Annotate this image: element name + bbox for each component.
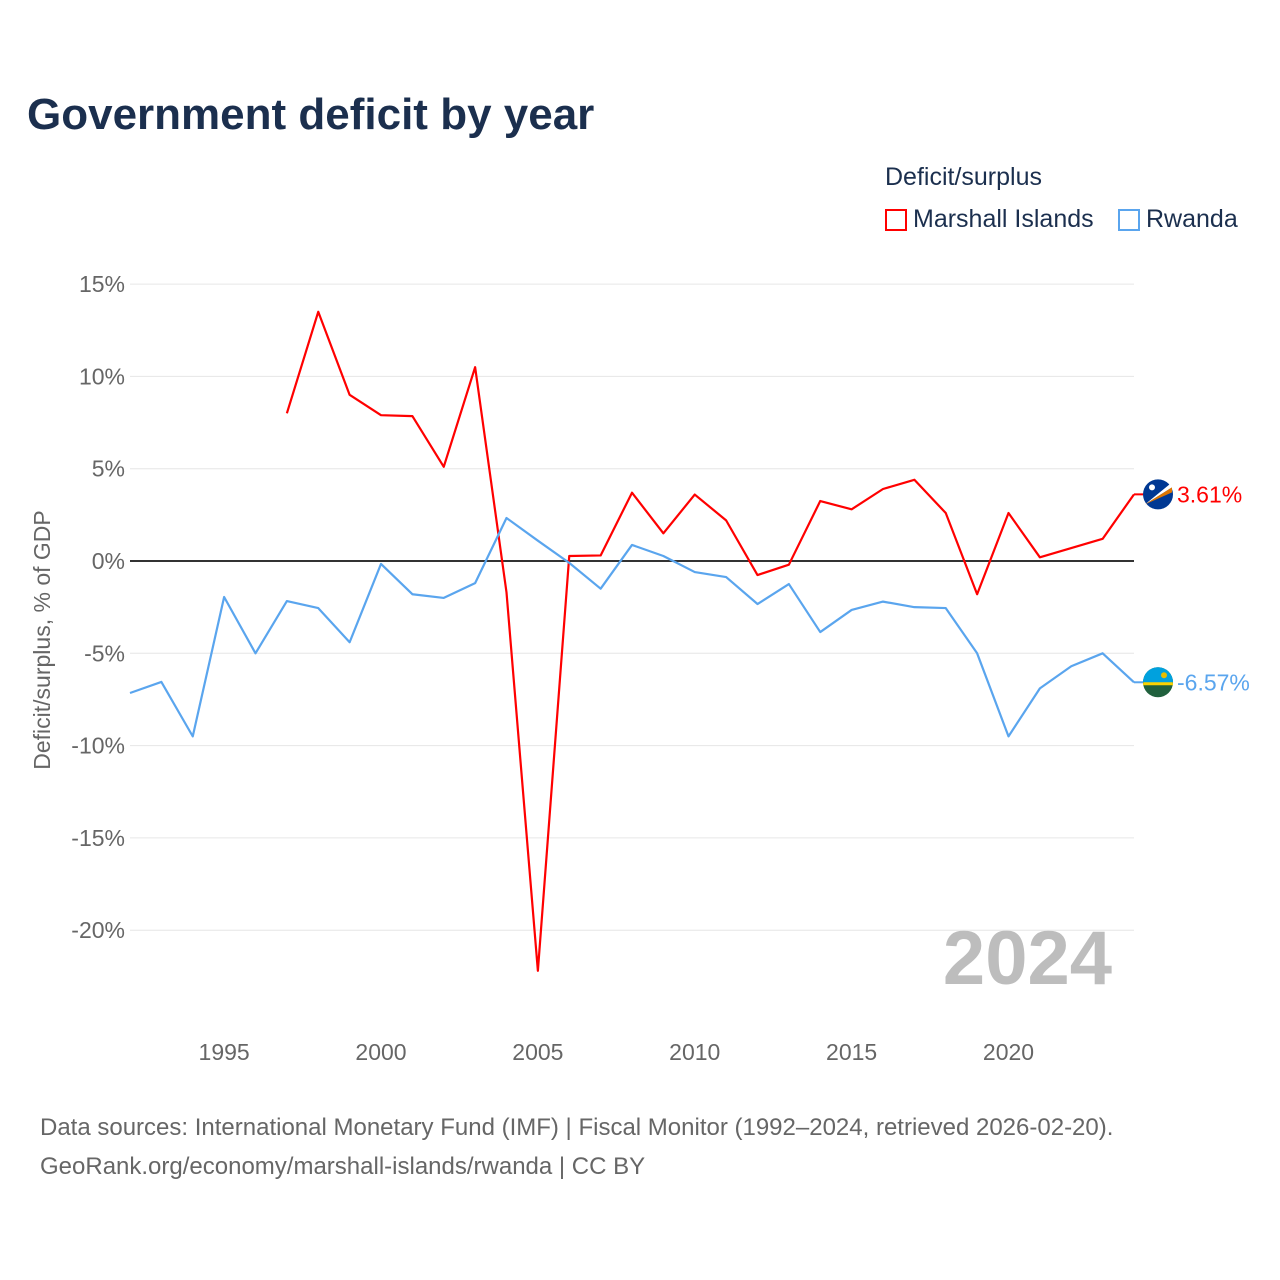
- y-tick-label: -10%: [71, 733, 125, 759]
- flag-stripe-blue: [1143, 667, 1173, 683]
- x-tick-label: 2020: [983, 1039, 1034, 1065]
- year-watermark: 2024: [943, 916, 1112, 1001]
- x-tick-label: 2015: [826, 1039, 877, 1065]
- legend-title: Deficit/surplus: [885, 163, 1042, 191]
- legend-swatch: [885, 208, 907, 231]
- series-line-rwanda: [129, 516, 1135, 738]
- y-tick-label: 15%: [79, 271, 125, 297]
- flag-stripe-orange: [1145, 487, 1172, 505]
- flag-stripe-white: [1145, 482, 1172, 505]
- x-tick-label: 2000: [355, 1039, 406, 1065]
- legend-label: Marshall Islands: [913, 205, 1094, 233]
- end-value-label: -6.57%: [1177, 669, 1250, 695]
- x-tick-label: 2005: [512, 1039, 563, 1065]
- end-value-label: 3.61%: [1177, 481, 1242, 507]
- chart-title: Government deficit by year: [27, 90, 595, 139]
- y-tick-label: 0%: [92, 548, 125, 574]
- series-line-marshall-islands: [285, 310, 1135, 972]
- y-tick-label: -5%: [84, 640, 125, 666]
- flag-sun: [1161, 672, 1167, 679]
- y-tick-label: -15%: [71, 825, 125, 851]
- footer: Data sources: International Monetary Fun…: [40, 1108, 1113, 1186]
- legend-item-marshall-islands[interactable]: Marshall Islands: [885, 205, 1094, 234]
- legend-label: Rwanda: [1146, 205, 1238, 233]
- y-tick-label: 5%: [92, 456, 125, 482]
- x-tick-label: 2010: [669, 1039, 720, 1065]
- source-link[interactable]: GeoRank.org/economy/marshall-islands/rwa…: [40, 1153, 646, 1180]
- flag-star: [1149, 484, 1155, 491]
- y-tick-label: -20%: [71, 917, 125, 943]
- legend-item-rwanda[interactable]: Rwanda: [1118, 205, 1238, 234]
- y-axis-label: Deficit/surplus, % of GDP: [29, 510, 55, 769]
- y-tick-label: 10%: [79, 363, 125, 389]
- data-source: Data sources: International Monetary Fun…: [40, 1114, 1114, 1141]
- x-tick-label: 1995: [199, 1039, 250, 1065]
- legend-swatch: [1118, 208, 1140, 231]
